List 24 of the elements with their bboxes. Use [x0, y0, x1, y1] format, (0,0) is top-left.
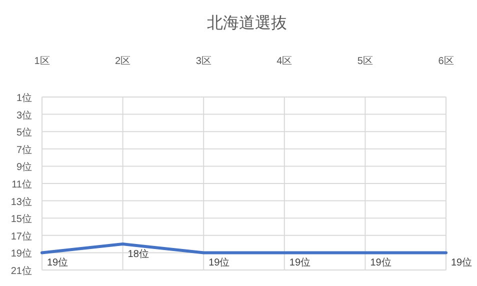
y-tick-label: 3位 — [16, 109, 32, 122]
x-tick-label: 1区 — [34, 56, 50, 67]
data-label: 19位 — [451, 256, 472, 269]
data-label: 19位 — [47, 256, 68, 269]
y-tick-label: 21位 — [10, 265, 32, 277]
y-tick-label: 15位 — [10, 213, 32, 226]
y-tick-label: 1位 — [16, 92, 32, 104]
data-label: 19位 — [289, 256, 311, 269]
x-tick-label: 6区 — [438, 56, 454, 67]
data-label: 19位 — [208, 256, 230, 269]
x-tick-label: 4区 — [276, 56, 292, 67]
y-tick-label: 5位 — [16, 126, 32, 139]
y-tick-label: 17位 — [10, 230, 32, 242]
y-tick-label: 11位 — [12, 178, 32, 190]
y-tick-label: 13位 — [10, 196, 32, 208]
data-label: 18位 — [128, 248, 149, 260]
title: 北海道選抜 — [207, 15, 287, 32]
x-tick-label: 5区 — [357, 56, 373, 67]
x-tick-label: 2区 — [115, 56, 131, 67]
y-tick-label: 19位 — [10, 248, 32, 260]
y-tick-label: 7位 — [16, 144, 32, 156]
y-tick-label: 9位 — [16, 161, 32, 174]
x-tick-label: 3区 — [196, 56, 212, 67]
data-label: 19位 — [370, 256, 392, 269]
